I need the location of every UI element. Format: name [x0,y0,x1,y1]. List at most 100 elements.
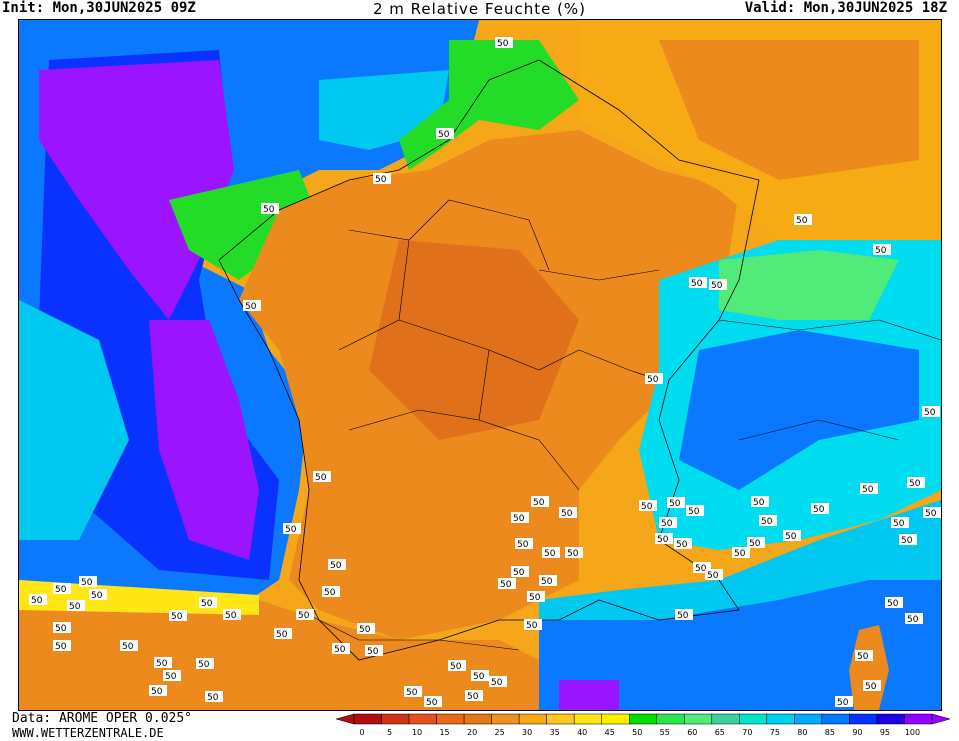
svg-text:50: 50 [676,540,688,550]
svg-text:50: 50 [225,611,237,621]
legend-tick-label: 0 [359,728,364,737]
legend-tick-label: 45 [605,728,615,737]
contour-label: 50 [120,640,138,652]
svg-text:50: 50 [156,659,168,669]
contour-label: 50 [223,609,241,621]
legend-tick-label: 60 [687,728,697,737]
svg-text:50: 50 [513,514,525,524]
contour-label: 50 [199,597,217,609]
contour-label: 50 [29,594,47,606]
contour-label: 50 [873,244,891,256]
svg-text:50: 50 [753,498,765,508]
contour-label: 50 [448,660,466,672]
svg-text:50: 50 [198,660,210,670]
contour-label: 50 [332,643,350,655]
contour-label: 50 [659,517,677,529]
legend-tick-label: 35 [550,728,560,737]
contour-label: 50 [313,471,331,483]
contour-label: 50 [322,586,340,598]
data-source: Data: AROME OPER 0.025° [12,711,193,726]
contour-label: 50 [747,537,765,549]
svg-text:50: 50 [924,408,936,418]
legend-tick-label: 80 [797,728,807,737]
atlantic-purple-south [149,320,259,560]
legend-swatch [711,713,740,725]
contour-label: 50 [53,640,71,652]
svg-text:50: 50 [497,39,509,49]
contour-label: 50 [794,214,812,226]
spain-border [298,609,520,651]
contour-label: 50 [559,507,577,519]
alps-green [719,250,899,320]
contour-label: 50 [674,538,692,550]
svg-text:50: 50 [813,505,825,515]
contour-label: 50 [373,173,391,185]
contour-label: 50 [89,589,107,601]
contour-label: 50 [328,559,346,571]
website-credit: WWW.WETTERZENTRALE.DE [12,726,164,740]
spain [19,590,539,710]
svg-text:50: 50 [529,593,541,603]
contour-label: 50 [515,538,533,550]
svg-text:50: 50 [567,549,579,559]
contour-label: 50 [686,505,704,517]
svg-text:50: 50 [533,498,545,508]
svg-text:50: 50 [171,612,183,622]
alps-border [718,319,941,441]
svg-text:50: 50 [426,698,438,708]
legend-swatch [821,713,850,725]
svg-text:50: 50 [367,647,379,657]
svg-text:50: 50 [677,611,689,621]
svg-text:50: 50 [907,615,919,625]
legend-swatch [463,713,492,725]
atlantic-purple [39,60,234,320]
northeast-dry [659,40,919,180]
svg-text:50: 50 [517,540,529,550]
contour-label: 50 [495,37,513,49]
svg-text:50: 50 [925,509,937,519]
legend-swatch [684,713,713,725]
contour-label: 50 [163,670,181,682]
contour-label: 50 [205,691,223,703]
svg-text:50: 50 [55,642,67,652]
legend-swatch [518,713,547,725]
mediterranean-blue [539,580,941,710]
legend-swatch [381,713,410,725]
svg-text:50: 50 [491,678,503,688]
contour-label: 50 [542,547,560,559]
svg-text:50: 50 [438,130,450,140]
svg-text:50: 50 [91,591,103,601]
legend-swatch [876,713,905,725]
contour-label: 50 [511,566,529,578]
contour-label: 50 [511,512,529,524]
contour-label: 50 [705,569,723,581]
legend-tick-label: 40 [577,728,587,737]
contour-label: 50 [531,496,549,508]
svg-text:50: 50 [359,625,371,635]
contour-label: 50 [498,578,516,590]
atlantic-cyan [19,300,129,540]
svg-text:50: 50 [862,485,874,495]
contour-label: 50 [424,696,442,708]
legend-tick-label: 5 [387,728,392,737]
svg-text:50: 50 [875,246,887,256]
legend-tick-label: 90 [852,728,862,737]
svg-text:50: 50 [544,549,556,559]
svg-text:50: 50 [641,502,653,512]
humidity-map: 50 50 50 50 50 50 50 50 50 50 50 50 50 5… [18,19,942,711]
svg-text:50: 50 [707,571,719,581]
legend-swatch [766,713,795,725]
svg-text:50: 50 [909,479,921,489]
init-time: Init: Mon,30JUN2025 09Z [2,0,196,16]
contour-label: 50 [855,650,873,662]
svg-text:50: 50 [500,580,512,590]
contour-labels: 50 50 50 50 50 50 50 50 50 50 50 50 50 5… [29,37,941,708]
svg-text:50: 50 [761,517,773,527]
contour-label: 50 [639,500,657,512]
svg-text:50: 50 [207,693,219,703]
contour-label: 50 [922,406,940,418]
contour-label: 50 [154,657,172,669]
svg-text:50: 50 [857,652,869,662]
contour-label: 50 [811,503,829,515]
contour-label: 50 [759,515,777,527]
